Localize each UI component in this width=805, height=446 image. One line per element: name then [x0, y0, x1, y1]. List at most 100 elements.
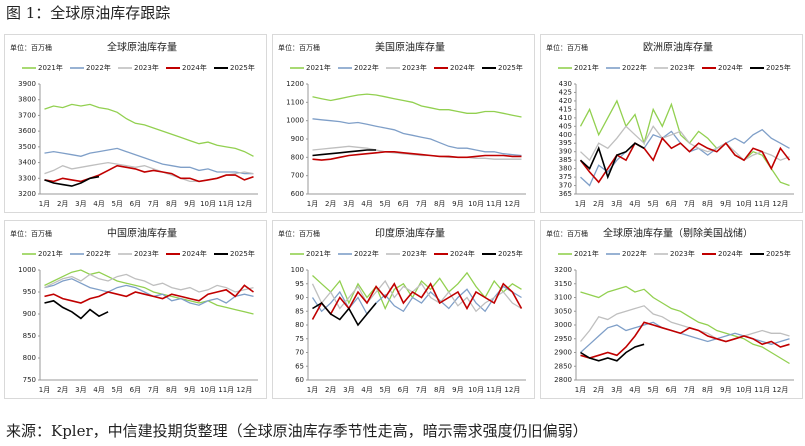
- x-tick-label: 2月: [57, 386, 68, 394]
- y-tick-label: 65: [295, 362, 304, 370]
- series-line: [44, 103, 254, 157]
- legend-label: 2022年: [354, 249, 379, 258]
- x-tick-label: 1月: [575, 200, 586, 208]
- x-tick-label: 5月: [647, 200, 658, 208]
- x-tick-label: 10月: [468, 200, 484, 208]
- x-tick-label: 8月: [434, 386, 445, 394]
- series-line: [579, 136, 791, 184]
- y-tick-label: 700: [291, 172, 304, 180]
- x-tick-label: 10月: [736, 200, 752, 208]
- series-line: [580, 321, 790, 359]
- panel: 单位：百万桶 全球原油库存量（剔除美国战储） 2021年 2022年 2023年 2024…: [540, 220, 803, 399]
- chart-title: 全球原油库存量: [107, 41, 177, 54]
- y-tick-label: 900: [291, 135, 304, 143]
- x-tick-label: 10月: [200, 386, 216, 394]
- legend-label: 2024年: [718, 63, 743, 72]
- series-line: [44, 273, 254, 293]
- legend-label: 2022年: [354, 63, 379, 72]
- chart-title: 全球原油库存量（剔除美国战储）: [603, 227, 753, 240]
- x-tick-label: 6月: [666, 386, 677, 394]
- y-tick-label: 2900: [554, 349, 572, 357]
- x-tick-label: 7月: [148, 386, 159, 394]
- legend-label: 2023年: [670, 249, 695, 258]
- panel-border: [4, 34, 267, 213]
- series-line: [312, 149, 377, 157]
- y-tick-label: 950: [23, 288, 36, 296]
- series-line: [311, 279, 522, 313]
- y-tick-label: 3050: [554, 307, 572, 315]
- series-line: [44, 269, 254, 315]
- legend-label: 2025年: [230, 249, 255, 258]
- unit-label: 单位：百万桶: [10, 229, 52, 238]
- legend-label: 2025年: [230, 63, 255, 72]
- legend-label: 2025年: [498, 249, 523, 258]
- y-tick-label: 95: [295, 280, 304, 288]
- chart-title: 美国原油库存量: [375, 41, 445, 54]
- series-line: [44, 278, 254, 306]
- series-line: [580, 125, 790, 162]
- x-tick-label: 3月: [75, 200, 86, 208]
- x-tick-label: 5月: [379, 386, 390, 394]
- unit-label: 单位：百万桶: [546, 229, 588, 238]
- legend-label: 2023年: [402, 249, 427, 258]
- panel: 单位：百万桶 中国原油库存量 2021年 2022年 2023年 2024年 2025年 75…: [4, 220, 267, 399]
- x-tick-label: 6月: [398, 200, 409, 208]
- chart-title: 欧洲原油库存量: [643, 41, 713, 54]
- y-tick-label: 3800: [18, 96, 36, 104]
- x-tick-label: 1月: [575, 386, 586, 394]
- legend-label: 2022年: [86, 249, 111, 258]
- legend-label: 2021年: [306, 63, 331, 72]
- series-line: [580, 343, 645, 362]
- y-tick-label: 85: [295, 307, 304, 315]
- x-tick-label: 9月: [184, 200, 195, 208]
- y-tick-label: 3500: [18, 143, 36, 151]
- x-tick-label: 4月: [629, 386, 640, 394]
- y-tick-label: 70: [295, 349, 304, 357]
- series-line: [312, 301, 377, 327]
- x-tick-label: 10月: [736, 386, 752, 394]
- unit-label: 单位：百万桶: [278, 229, 320, 238]
- x-tick-label: 11月: [218, 386, 234, 394]
- y-tick-label: 1000: [18, 266, 36, 274]
- legend-label: 2023年: [134, 63, 159, 72]
- y-tick-label: 1100: [286, 98, 304, 106]
- x-tick-label: 7月: [416, 386, 427, 394]
- y-tick-label: 3200: [18, 190, 36, 198]
- x-tick-label: 2月: [57, 200, 68, 208]
- x-tick-label: 12月: [504, 386, 520, 394]
- unit-label: 单位：百万桶: [546, 43, 588, 52]
- series-line: [579, 99, 790, 187]
- x-tick-label: 8月: [702, 386, 713, 394]
- x-tick-label: 4月: [629, 200, 640, 208]
- series-line: [580, 285, 790, 365]
- x-tick-label: 4月: [361, 200, 372, 208]
- series-line: [312, 145, 522, 160]
- y-tick-label: 365: [559, 190, 572, 198]
- x-tick-label: 11月: [486, 386, 502, 394]
- legend-label: 2024年: [182, 249, 207, 258]
- x-tick-label: 3月: [75, 386, 86, 394]
- y-tick-label: 850: [23, 332, 36, 340]
- y-tick-label: 80: [295, 321, 304, 329]
- x-tick-label: 12月: [236, 200, 252, 208]
- y-tick-label: 750: [23, 376, 36, 384]
- series-line: [311, 282, 523, 320]
- y-tick-label: 420: [559, 97, 572, 105]
- x-tick-label: 5月: [111, 386, 122, 394]
- y-tick-label: 3150: [554, 280, 572, 288]
- x-tick-label: 3月: [611, 200, 622, 208]
- series-line: [312, 151, 522, 161]
- x-tick-label: 2月: [593, 200, 604, 208]
- legend-label: 2023年: [402, 63, 427, 72]
- x-tick-label: 7月: [416, 200, 427, 208]
- unit-label: 单位：百万桶: [278, 43, 320, 52]
- y-tick-label: 90: [295, 294, 304, 302]
- y-tick-label: 415: [559, 105, 572, 113]
- panel: 单位：百万桶 全球原油库存量 2021年 2022年 2023年 2024年 2025年 32…: [4, 34, 267, 213]
- panel: 单位：百万桶 印度原油库存量 2021年 2022年 2023年 2024年 2025年 60…: [272, 220, 535, 399]
- y-tick-label: 3700: [18, 111, 36, 119]
- legend-label: 2024年: [450, 249, 475, 258]
- x-tick-label: 3月: [343, 200, 354, 208]
- y-tick-label: 1000: [286, 117, 304, 125]
